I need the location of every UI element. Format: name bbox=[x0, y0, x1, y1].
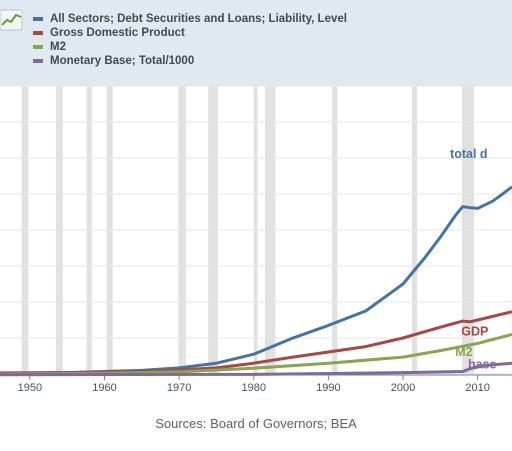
x-tick-label: 1960 bbox=[92, 382, 116, 394]
series-annotation: GDP bbox=[461, 324, 488, 338]
source-note: Sources: Board of Governors; BEA bbox=[155, 416, 357, 431]
x-tick-label: 2010 bbox=[465, 382, 489, 394]
series-line bbox=[0, 332, 512, 376]
series-line bbox=[0, 361, 512, 377]
legend-swatch bbox=[33, 17, 43, 21]
legend-label: All Sectors; Debt Securities and Loans; … bbox=[50, 13, 347, 25]
legend-swatch bbox=[33, 59, 43, 63]
x-tick-label: 1990 bbox=[316, 382, 340, 394]
x-tick-label: 1980 bbox=[242, 382, 266, 394]
x-tick-label: 2000 bbox=[391, 382, 415, 394]
x-tick-label: 1970 bbox=[167, 382, 191, 394]
legend-swatch bbox=[33, 31, 43, 35]
series-annotation: base bbox=[468, 358, 497, 372]
x-tick-label: 1950 bbox=[18, 382, 42, 394]
legend-swatch bbox=[33, 45, 43, 49]
line-chart: 1950 1960 1970 1980 1990 2000 2010 total d GDP M2… bbox=[0, 86, 512, 394]
series-line bbox=[0, 185, 512, 375]
legend-label: Monetary Base; Total/1000 bbox=[50, 55, 195, 67]
fred-graph-icon bbox=[0, 9, 23, 31]
series-annotation: total d bbox=[450, 147, 488, 161]
chart-header: All Sectors; Debt Securities and Loans; … bbox=[0, 0, 512, 86]
series-annotation: M2 bbox=[455, 345, 472, 359]
legend-label: M2 bbox=[50, 41, 66, 53]
legend-label: Gross Domestic Product bbox=[50, 27, 185, 39]
